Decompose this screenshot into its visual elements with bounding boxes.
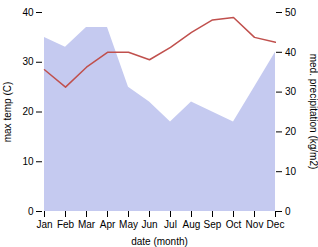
svg-text:Mar: Mar [78, 219, 96, 230]
svg-text:30: 30 [285, 86, 297, 97]
svg-text:40: 40 [285, 47, 297, 58]
svg-text:max temp (C): max temp (C) [2, 82, 13, 143]
svg-text:40: 40 [22, 7, 34, 18]
svg-text:Jun: Jun [141, 219, 157, 230]
svg-text:Apr: Apr [100, 219, 116, 230]
svg-text:med. precipitation (kg/m2): med. precipitation (kg/m2) [308, 54, 318, 170]
svg-text:Jul: Jul [164, 219, 177, 230]
svg-text:Jan: Jan [36, 219, 52, 230]
svg-text:10: 10 [285, 166, 297, 177]
svg-text:Nov: Nov [246, 219, 264, 230]
svg-text:0: 0 [285, 206, 291, 217]
svg-text:Dec: Dec [267, 219, 285, 230]
svg-text:50: 50 [285, 7, 297, 18]
svg-text:May: May [119, 219, 138, 230]
svg-text:Sep: Sep [204, 219, 222, 230]
svg-text:Oct: Oct [226, 219, 242, 230]
svg-text:10: 10 [22, 156, 34, 167]
svg-text:20: 20 [22, 106, 34, 117]
svg-text:0: 0 [28, 206, 34, 217]
svg-text:Feb: Feb [57, 219, 75, 230]
svg-text:20: 20 [285, 126, 297, 137]
svg-text:30: 30 [22, 56, 34, 67]
svg-text:Aug: Aug [183, 219, 201, 230]
svg-text:date (month): date (month) [131, 236, 188, 247]
